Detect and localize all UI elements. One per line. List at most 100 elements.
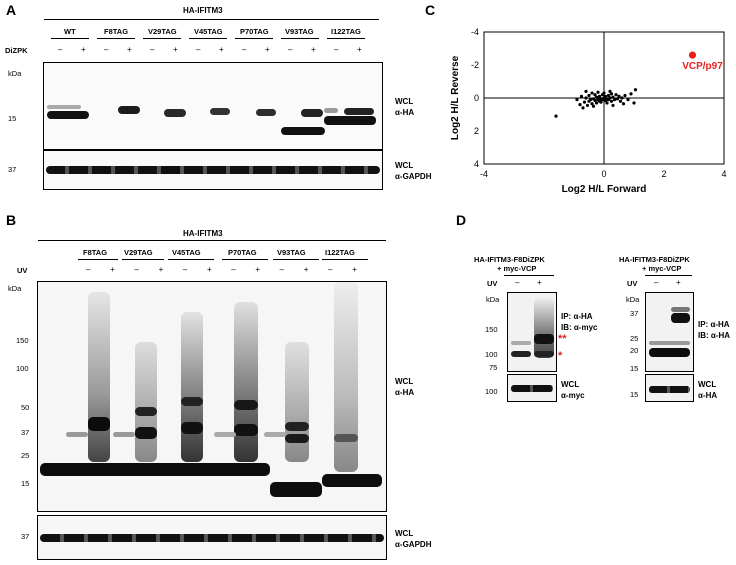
panel-b-marker: 37 (21, 532, 30, 541)
data-point (605, 101, 609, 105)
data-point (578, 103, 582, 107)
panel-b-blot-gapdh (37, 515, 387, 560)
title-line: HA-IFITM3-F8DiZPK (474, 255, 545, 264)
panel-letter-b: B (6, 212, 17, 228)
panel-b-marker: 15 (21, 479, 30, 488)
panel-d-right-blot-wcl (645, 374, 694, 402)
data-point (594, 95, 599, 99)
panel-a-group-label: F8TAG (104, 27, 129, 36)
data-point (608, 96, 612, 100)
data-point (582, 100, 587, 104)
panel-letter-d: D (456, 212, 467, 228)
panel-b-blot-ha (37, 281, 387, 512)
band (69, 111, 89, 119)
data-point (602, 91, 606, 95)
lane-sign: + (127, 45, 132, 54)
band (46, 166, 380, 174)
band (118, 106, 140, 114)
band (264, 432, 286, 437)
band (256, 109, 276, 116)
highlight-point (688, 51, 697, 59)
panel-d-left-title-line (504, 275, 554, 276)
lane-sign: – (134, 265, 139, 274)
title-line: + myc-VCP (642, 264, 682, 273)
panel-d-left-sign: + (537, 278, 542, 287)
panel-b-kda-label: kDa (8, 284, 22, 293)
panel-b-group-underline (168, 259, 214, 260)
band (281, 127, 325, 135)
panel-a-group-underline (97, 38, 135, 39)
data-point (599, 100, 603, 104)
data-point (596, 90, 600, 94)
panel-d-right-ip-label: IP: α-HA IB: α-HA (698, 319, 730, 341)
band (135, 427, 157, 439)
band (511, 341, 531, 345)
panel-d-right-wcl-label: WCL α-HA (698, 379, 717, 401)
panel-b-marker: 150 (16, 336, 29, 345)
data-point (611, 95, 615, 99)
panel-a-group-label: V93TAG (285, 27, 314, 36)
lane-sign: – (328, 265, 333, 274)
lane-sign: – (86, 265, 91, 274)
smear (234, 302, 258, 462)
panel-b-group-label: P70TAG (228, 248, 257, 257)
band (47, 105, 81, 109)
panel-a-group-underline (327, 38, 365, 39)
panel-d-left-marker: 150 (485, 325, 498, 334)
data-point (584, 96, 588, 100)
panel-a-blot-gapdh-label: WCL α-GAPDH (395, 160, 431, 182)
panel-b-group-underline (222, 259, 268, 260)
band (285, 434, 309, 443)
lane-sign: – (279, 265, 285, 274)
panel-d-left-blot-wcl (507, 374, 557, 402)
band (88, 417, 110, 431)
label-line: WCL (698, 380, 717, 389)
panel-d-right-marker: 20 (630, 346, 639, 355)
panel-b-group-underline (78, 259, 118, 260)
panel-d-right-title-line (645, 275, 692, 276)
panel-d-right-marker: 15 (630, 390, 639, 399)
panel-b-title-line (38, 240, 386, 241)
panel-d-right-marker: 25 (630, 334, 639, 343)
band (649, 341, 690, 345)
data-point (588, 98, 593, 102)
title-line: HA-IFITM3-F8DiZPK (619, 255, 690, 264)
lane-sign: + (303, 265, 309, 274)
panel-b-title: HA-IFITM3 (183, 229, 223, 238)
panel-a-group-label: V29TAG (148, 27, 177, 36)
band (47, 111, 81, 119)
smear (135, 342, 157, 462)
label-line: WCL (395, 161, 414, 170)
data-point (614, 93, 618, 97)
label-line: IP: α-HA (561, 312, 593, 321)
panel-a-group-label: WT (64, 27, 76, 36)
lane-sign: + (352, 265, 357, 274)
x-tick-label: 0 (601, 169, 606, 179)
panel-a-group-underline (189, 38, 227, 39)
label-line: α-HA (395, 388, 415, 397)
smear (285, 342, 309, 462)
lane-sign: – (334, 45, 339, 54)
data-point (591, 104, 596, 108)
lane-sign: – (288, 45, 293, 54)
panel-a-marker-37: 37 (8, 165, 17, 174)
y-tick-label: 0 (474, 93, 479, 103)
panel-d-left-star-double: ** (558, 333, 567, 345)
label-line: WCL (395, 97, 414, 106)
panel-b-blot-ha-label: WCL α-HA (395, 376, 414, 398)
smear (334, 282, 358, 472)
lane-sign: + (173, 45, 178, 54)
panel-b-marker: 100 (16, 364, 29, 373)
panel-b-group-underline (322, 259, 368, 260)
panel-d-left-title: HA-IFITM3-F8DiZPK + myc-VCP (474, 255, 545, 273)
lane-sign: + (311, 45, 316, 54)
panel-d-left-marker: 100 (485, 350, 498, 359)
panel-letter-c: C (425, 2, 436, 18)
label-line: α-HA (698, 391, 718, 400)
data-point (590, 102, 594, 106)
lane-sign: – (242, 45, 247, 54)
panel-b-group-label: V93TAG (277, 248, 306, 257)
band (270, 482, 322, 497)
smear (534, 298, 554, 358)
